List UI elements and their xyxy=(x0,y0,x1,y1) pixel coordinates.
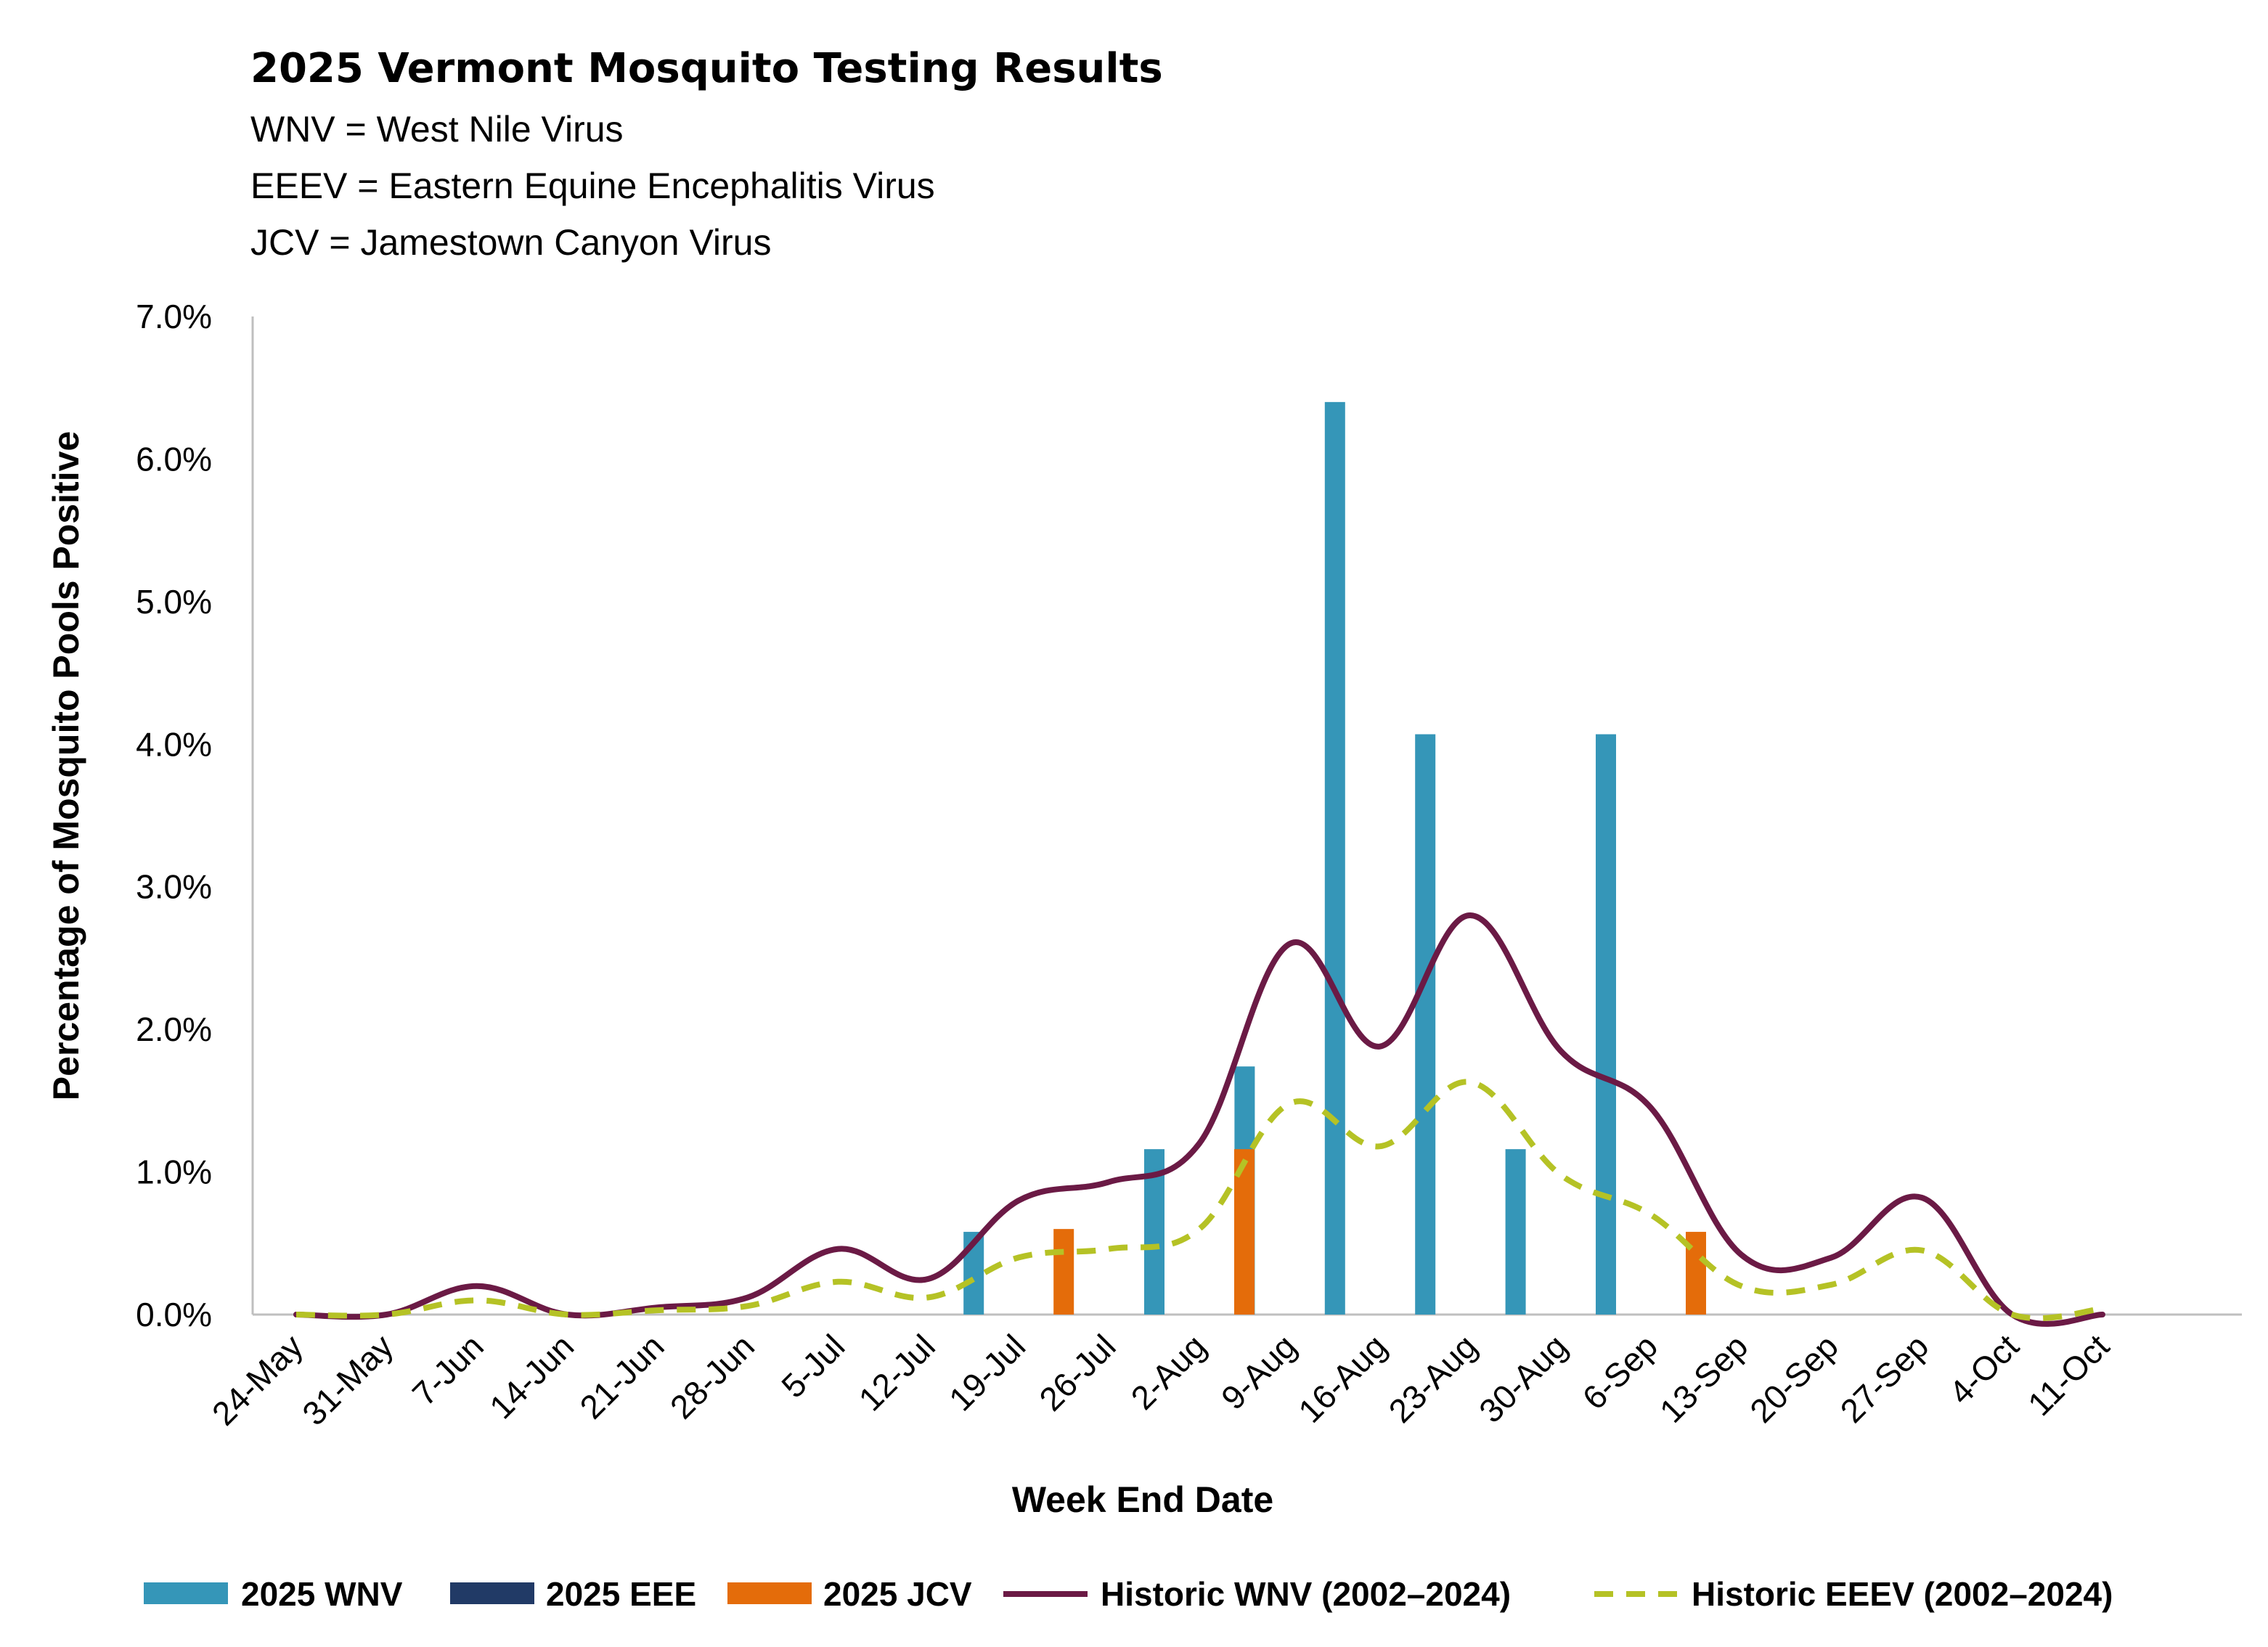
legend-swatch-2025-jcv xyxy=(727,1582,812,1604)
x-tick-label: 30-Aug xyxy=(1472,1327,1575,1430)
bar-2025-jcv xyxy=(1053,1229,1074,1315)
x-tick-label: 2-Aug xyxy=(1124,1327,1214,1417)
lines-layer xyxy=(293,912,2105,1327)
bar-2025-wnv xyxy=(1596,734,1616,1315)
legend-label-2025-wnv: 2025 WNV xyxy=(241,1575,403,1613)
x-tick-label: 11-Oct xyxy=(2020,1327,2116,1423)
x-tick-label: 28-Jun xyxy=(663,1327,762,1426)
line-historic-wnv-2002-2024 xyxy=(293,912,2105,1327)
bar-2025-wnv xyxy=(1324,401,1345,1315)
legend: 2025 WNV 2025 EEE 2025 JCV Historic WNV (20… xyxy=(144,1575,2113,1613)
x-tick-label: 5-Jul xyxy=(774,1327,852,1405)
legend-swatch-2025-wnv xyxy=(144,1582,228,1604)
x-tick-label: 19-Jul xyxy=(942,1327,1032,1418)
legend-label-historic-wnv-2002-2024: Historic WNV (2002–2024) xyxy=(1101,1575,1511,1613)
x-tick-label: 14-Jun xyxy=(482,1327,581,1426)
x-tick-label: 12-Jul xyxy=(852,1327,942,1418)
y-axis-ticks: 0.0% 1.0% 2.0% 3.0% 4.0% 5.0% 6.0% 7.0% xyxy=(136,298,212,1333)
x-tick-label: 23-Aug xyxy=(1382,1327,1485,1430)
x-tick-label: 31-May xyxy=(295,1327,400,1432)
bars-layer xyxy=(963,401,1706,1315)
x-tick-label: 24-May xyxy=(205,1327,310,1432)
x-tick-label: 20-Sep xyxy=(1742,1327,1845,1430)
legend-label-2025-eee: 2025 EEE xyxy=(546,1575,696,1613)
x-tick-label: 13-Sep xyxy=(1652,1327,1755,1430)
bar-2025-wnv xyxy=(1415,734,1436,1315)
x-tick-label: 7-Jun xyxy=(405,1327,491,1413)
x-tick-label: 27-Sep xyxy=(1833,1327,1936,1430)
y-tick-label: 1.0% xyxy=(136,1153,212,1191)
bar-2025-wnv xyxy=(1505,1149,1526,1315)
y-tick-label: 2.0% xyxy=(136,1010,212,1048)
x-tick-label: 6-Sep xyxy=(1575,1327,1665,1417)
y-tick-label: 0.0% xyxy=(136,1296,212,1333)
y-tick-label: 4.0% xyxy=(136,725,212,763)
x-axis-title: Week End Date xyxy=(1012,1479,1273,1520)
legend-swatch-2025-eee xyxy=(450,1582,534,1604)
x-tick-label: 21-Jun xyxy=(572,1327,671,1426)
x-tick-label: 4-Oct xyxy=(1941,1327,2026,1411)
y-tick-label: 5.0% xyxy=(136,583,212,621)
subtitle-line-jcv: JCV = Jamestown Canyon Virus xyxy=(250,222,771,263)
legend-label-historic-eeev-2002-2024: Historic EEEV (2002–2024) xyxy=(1692,1575,2113,1613)
y-tick-label: 6.0% xyxy=(136,440,212,478)
y-tick-label: 3.0% xyxy=(136,868,212,906)
x-tick-label: 16-Aug xyxy=(1291,1327,1394,1430)
subtitle-line-wnv: WNV = West Nile Virus xyxy=(250,109,624,150)
x-tick-label: 26-Jul xyxy=(1032,1327,1122,1418)
y-axis-title: Percentage of Mosquito Pools Positive xyxy=(46,431,86,1100)
legend-label-2025-jcv: 2025 JCV xyxy=(823,1575,972,1613)
chart-title: 2025 Vermont Mosquito Testing Results xyxy=(250,45,1163,92)
line-historic-eeev-2002-2024 xyxy=(295,1079,2103,1322)
y-tick-label: 7.0% xyxy=(136,298,212,335)
x-tick-label: 9-Aug xyxy=(1214,1327,1304,1417)
subtitle-line-eeev: EEEV = Eastern Equine Encephalitis Virus xyxy=(250,165,935,206)
